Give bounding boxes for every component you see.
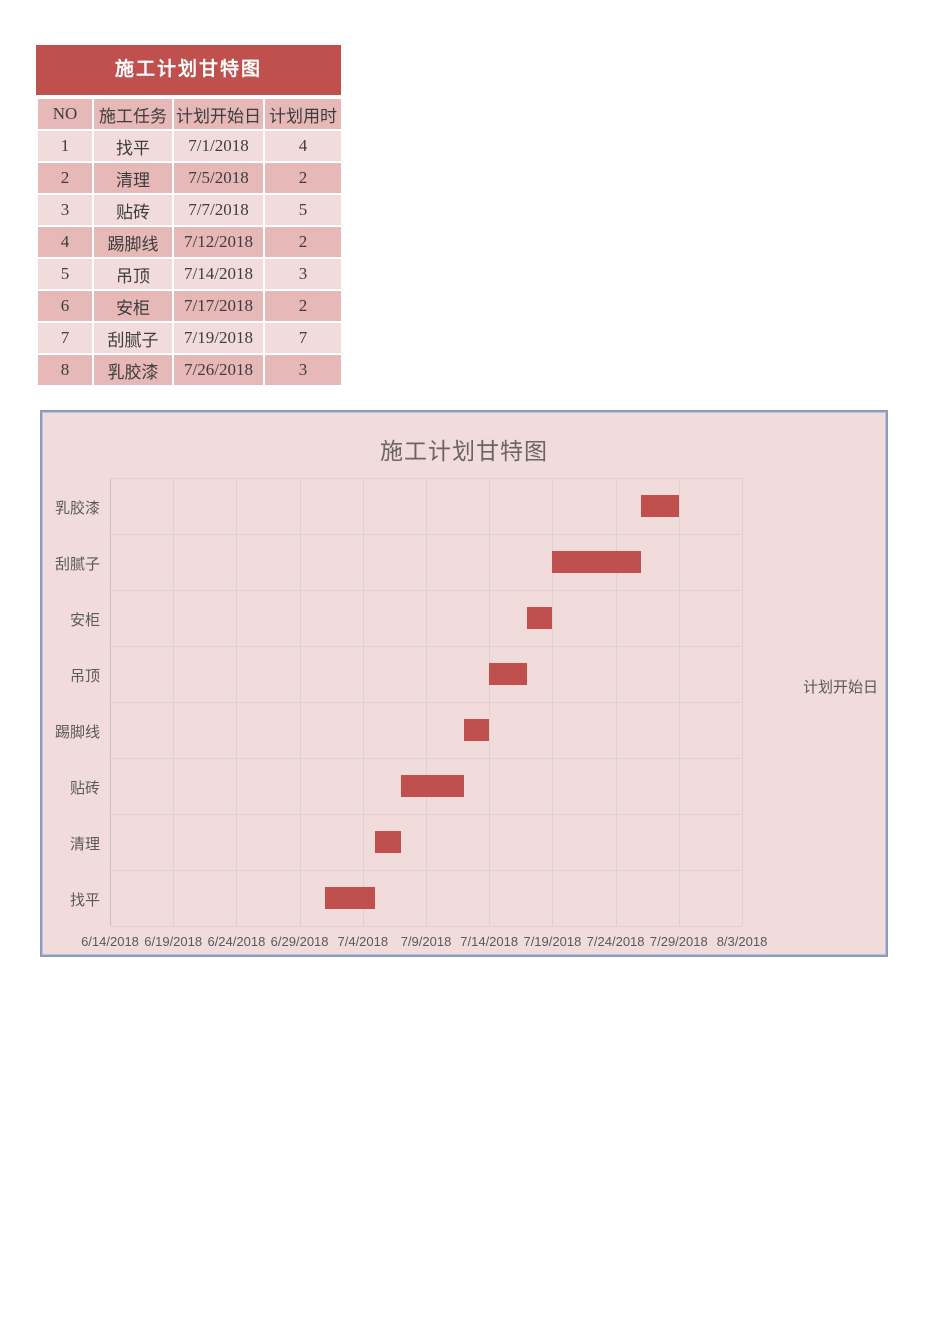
y-axis-category-label: 刮腻子 <box>54 556 100 573</box>
table-row: 8 乳胶漆 7/26/2018 3 <box>36 353 343 387</box>
gridline-horizontal <box>110 478 742 479</box>
cell-days[interactable]: 3 <box>263 257 343 291</box>
gridline-horizontal <box>110 870 742 871</box>
header-cell-start[interactable]: 计划开始日 <box>172 97 265 131</box>
chart-title: 施工计划甘特图 <box>380 438 548 464</box>
gridline-horizontal <box>110 702 742 703</box>
gantt-bar[interactable] <box>400 775 464 797</box>
cell-no[interactable]: 8 <box>36 353 94 387</box>
cell-days[interactable]: 4 <box>263 129 343 163</box>
cell-no[interactable]: 4 <box>36 225 94 259</box>
task-table-grid: NO 施工任务 计划开始日 计划用时 1 找平 7/1/2018 4 2 清理 … <box>36 97 343 387</box>
table-row: 4 踢脚线 7/12/2018 2 <box>36 225 343 259</box>
cell-no[interactable]: 2 <box>36 161 94 195</box>
x-axis-tick-label: 7/19/2018 <box>523 934 582 949</box>
y-axis-category-label: 乳胶漆 <box>54 500 100 517</box>
table-row: 2 清理 7/5/2018 2 <box>36 161 343 195</box>
x-axis-tick-label: 6/29/2018 <box>270 934 329 949</box>
cell-days[interactable]: 2 <box>263 225 343 259</box>
right-axis-title: 计划开始日 <box>802 679 878 696</box>
y-axis-category-label: 清理 <box>69 836 100 853</box>
cell-start[interactable]: 7/14/2018 <box>172 257 265 291</box>
gridline-horizontal <box>110 534 742 535</box>
cell-no[interactable]: 6 <box>36 289 94 323</box>
cell-days[interactable]: 7 <box>263 321 343 355</box>
table-row: 3 贴砖 7/7/2018 5 <box>36 193 343 227</box>
y-axis-category-label: 吊顶 <box>69 668 100 685</box>
gantt-bar[interactable] <box>640 495 679 517</box>
cell-task[interactable]: 刮腻子 <box>92 321 174 355</box>
cell-start[interactable]: 7/5/2018 <box>172 161 265 195</box>
table-row: 5 吊顶 7/14/2018 3 <box>36 257 343 291</box>
cell-task[interactable]: 吊顶 <box>92 257 174 291</box>
cell-days[interactable]: 5 <box>263 193 343 227</box>
cell-days[interactable]: 3 <box>263 353 343 387</box>
gantt-chart[interactable]: 施工计划甘特图 计划开始日 6/14/2018 6/19/2018 6/24/201… <box>40 410 888 957</box>
cell-task[interactable]: 找平 <box>92 129 174 163</box>
table-title-banner[interactable]: 施工计划甘特图 <box>36 45 341 95</box>
x-axis-tick-label: 7/24/2018 <box>586 934 645 949</box>
cell-task[interactable]: 踢脚线 <box>92 225 174 259</box>
gantt-bar[interactable] <box>324 887 376 909</box>
cell-task[interactable]: 安柜 <box>92 289 174 323</box>
gridline-horizontal <box>110 758 742 759</box>
table-header-row: NO 施工任务 计划开始日 计划用时 <box>36 97 343 131</box>
cell-start[interactable]: 7/1/2018 <box>172 129 265 163</box>
gantt-bar[interactable] <box>463 719 490 741</box>
cell-start[interactable]: 7/19/2018 <box>172 321 265 355</box>
gridline-horizontal <box>110 590 742 591</box>
y-axis-category-label: 贴砖 <box>69 780 100 797</box>
cell-no[interactable]: 7 <box>36 321 94 355</box>
gantt-bar[interactable] <box>489 663 528 685</box>
x-axis-tick-label: 6/19/2018 <box>144 934 203 949</box>
gantt-bar[interactable] <box>375 831 401 853</box>
cell-no[interactable]: 1 <box>36 129 94 163</box>
x-axis-tick-label: 6/24/2018 <box>207 934 266 949</box>
y-axis-category-label: 找平 <box>69 892 100 909</box>
cell-start[interactable]: 7/17/2018 <box>172 289 265 323</box>
cell-start[interactable]: 7/7/2018 <box>172 193 265 227</box>
x-axis-tick-label: 7/9/2018 <box>400 934 452 949</box>
table-row: 6 安柜 7/17/2018 2 <box>36 289 343 323</box>
cell-no[interactable]: 3 <box>36 193 94 227</box>
table-row: 7 刮腻子 7/19/2018 7 <box>36 321 343 355</box>
cell-days[interactable]: 2 <box>263 161 343 195</box>
x-axis-tick-label: 8/3/2018 <box>716 934 768 949</box>
header-cell-task[interactable]: 施工任务 <box>92 97 174 131</box>
cell-task[interactable]: 乳胶漆 <box>92 353 174 387</box>
cell-days[interactable]: 2 <box>263 289 343 323</box>
gridline-horizontal <box>110 814 742 815</box>
cell-start[interactable]: 7/26/2018 <box>172 353 265 387</box>
y-axis-category-label: 踢脚线 <box>54 724 100 741</box>
gantt-bar[interactable] <box>552 551 641 573</box>
header-cell-days[interactable]: 计划用时 <box>263 97 343 131</box>
cell-no[interactable]: 5 <box>36 257 94 291</box>
task-table: 施工计划甘特图 NO 施工任务 计划开始日 计划用时 1 找平 7/1/2018… <box>36 45 343 387</box>
x-axis-tick-label: 7/29/2018 <box>649 934 708 949</box>
cell-task[interactable]: 清理 <box>92 161 174 195</box>
x-axis-tick-label: 7/14/2018 <box>460 934 519 949</box>
cell-task[interactable]: 贴砖 <box>92 193 174 227</box>
gridline-horizontal <box>110 646 742 647</box>
gridline-vertical <box>742 478 743 926</box>
gridline-horizontal <box>110 926 742 927</box>
x-axis-tick-label: 6/14/2018 <box>81 934 139 949</box>
table-row: 1 找平 7/1/2018 4 <box>36 129 343 163</box>
x-axis-tick-label: 7/4/2018 <box>337 934 389 949</box>
header-cell-no[interactable]: NO <box>36 97 94 131</box>
y-axis-category-label: 安柜 <box>69 612 100 629</box>
gantt-bar[interactable] <box>527 607 553 629</box>
cell-start[interactable]: 7/12/2018 <box>172 225 265 259</box>
